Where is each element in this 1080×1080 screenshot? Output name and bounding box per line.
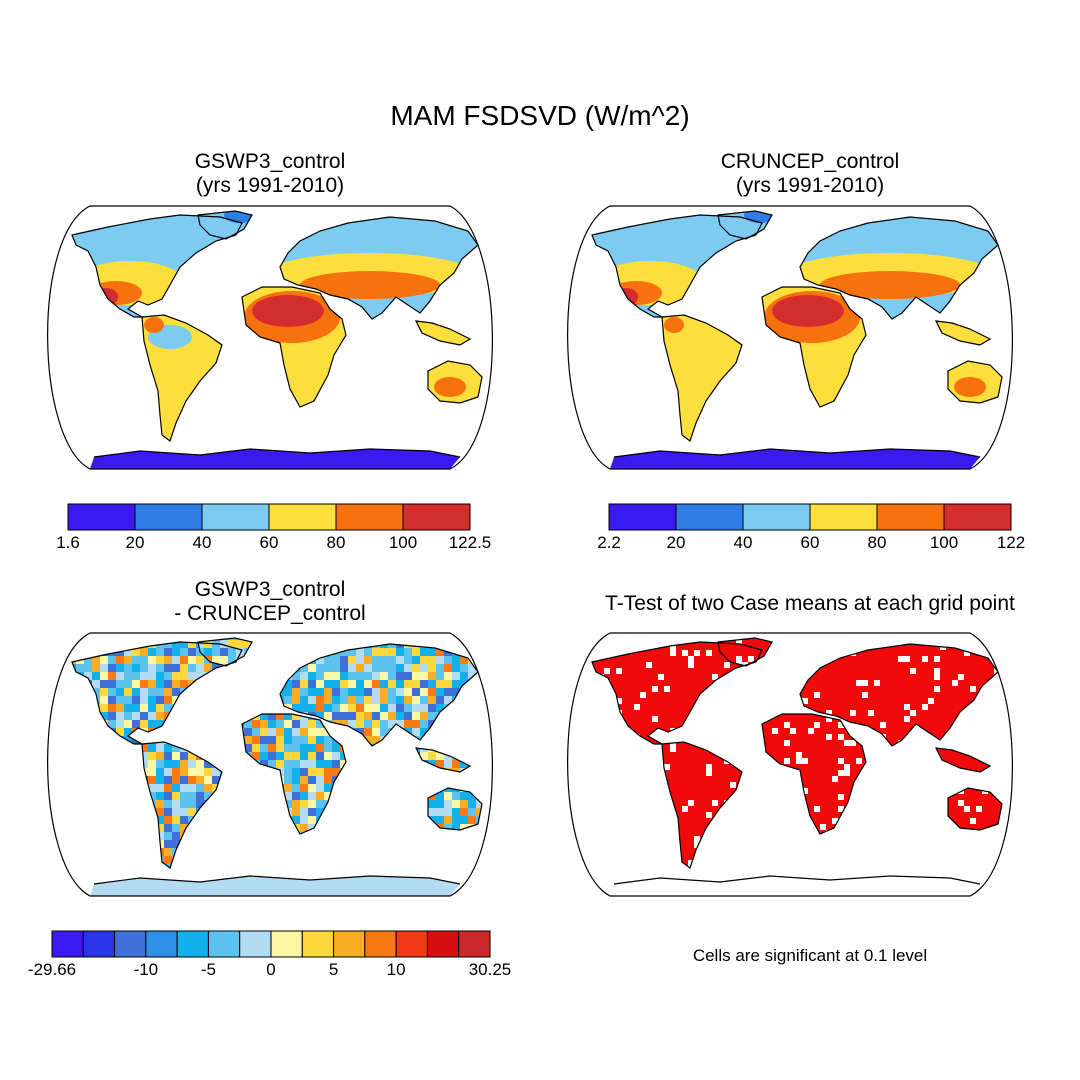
colorbar-swatch	[943, 503, 1012, 531]
colorbar-swatch	[176, 930, 209, 958]
colorbar-tick-label: 20	[126, 533, 145, 552]
colorbar-tick-label: 5	[329, 960, 338, 979]
colorbar-tick-label: 2.2	[597, 533, 621, 552]
coastline	[241, 713, 347, 835]
colorbar-tick-label: 30.25	[469, 960, 512, 979]
colorbar-tick-label: 60	[260, 533, 279, 552]
panel-title-ttest: T-Test of two Case means at each grid po…	[605, 592, 1015, 615]
colorbar-swatch	[608, 503, 677, 531]
coastline	[197, 210, 253, 240]
coastline	[141, 741, 223, 869]
panel-subtitle-gswp3: (yrs 1991-2010)	[195, 174, 345, 197]
coastline	[761, 286, 867, 408]
colorbar-cruncep: 2.2 20 40 60 80 100 122	[597, 503, 1025, 552]
coastline	[591, 214, 763, 318]
colorbar-tick-label: 100	[930, 533, 958, 552]
coastline	[799, 643, 999, 747]
page-title: MAM FSDSVD (W/m^2)	[390, 100, 690, 131]
map-cruncep	[567, 205, 1013, 470]
colorbar-swatch	[114, 930, 147, 958]
colorbar-tick-label: -29.66	[28, 960, 76, 979]
coastline	[761, 713, 867, 835]
coastline	[141, 314, 223, 442]
colorbar-tick-label: 122.5	[449, 533, 492, 552]
colorbar-swatch	[301, 930, 335, 958]
colorbar-swatch	[395, 930, 428, 958]
coastline	[241, 286, 347, 408]
coastline	[71, 641, 243, 745]
coastline	[414, 320, 472, 346]
panel-title-gswp3: GSWP3_control	[194, 150, 346, 173]
map-ttest	[567, 632, 1013, 897]
colorbar-swatch	[333, 930, 366, 958]
coastline	[947, 787, 1003, 831]
colorbar-tick-label: 80	[327, 533, 346, 552]
significance-note: Cells are significant at 0.1 level	[692, 946, 928, 965]
colorbar-gswp3: 1.6 20 40 60 80 100 122.5	[56, 503, 491, 552]
coastline	[279, 216, 479, 320]
colorbar-swatch	[82, 930, 116, 958]
colorbar-swatch	[809, 503, 878, 531]
colorbar-swatch	[364, 930, 397, 958]
coastline	[661, 314, 743, 442]
coastline	[934, 320, 992, 346]
colorbar-tick-label: 20	[667, 533, 686, 552]
coastline	[427, 360, 483, 404]
colorbar-swatch	[675, 503, 744, 531]
colorbar-tick-label: 40	[734, 533, 753, 552]
panel-title-difference: GSWP3_control	[194, 578, 346, 601]
colorbar-tick-label: 60	[801, 533, 820, 552]
colorbar-tick-label: 1.6	[56, 533, 80, 552]
map-gswp3	[47, 205, 493, 470]
colorbar-tick-label: -5	[201, 960, 216, 979]
colorbar-swatch	[268, 503, 337, 531]
panel-subtitle-cruncep: (yrs 1991-2010)	[735, 174, 885, 197]
colorbar-tick-label: 40	[193, 533, 212, 552]
colorbar-difference: -29.66 -10 -5 0 5 10 30.25	[28, 930, 511, 979]
colorbar-swatch	[67, 503, 136, 531]
colorbar-swatch	[742, 503, 811, 531]
coastline	[427, 787, 483, 831]
colorbar-tick-label: 80	[868, 533, 887, 552]
colorbar-swatch	[145, 930, 178, 958]
coastline	[717, 637, 773, 667]
colorbar-tick-label: 0	[266, 960, 275, 979]
colorbar-swatch	[134, 503, 203, 531]
colorbar-swatch	[426, 930, 460, 958]
coastline	[947, 360, 1003, 404]
coastline	[799, 216, 999, 320]
coastline	[414, 747, 472, 773]
coastline	[934, 747, 992, 773]
panel-subtitle-difference: - CRUNCEP_control	[174, 602, 366, 625]
colorbar-tick-label: 100	[389, 533, 417, 552]
map-frame	[47, 632, 493, 897]
map-difference	[47, 632, 493, 897]
map-frame	[567, 632, 1013, 897]
colorbar-tick-label: 122	[997, 533, 1025, 552]
colorbar-swatch	[239, 930, 272, 958]
coastline	[279, 643, 479, 747]
map-frame	[567, 205, 1013, 470]
map-frame	[47, 205, 493, 470]
colorbar-swatch	[201, 503, 270, 531]
colorbar-swatch	[458, 930, 491, 958]
colorbar-swatch	[402, 503, 471, 531]
coastline	[71, 214, 243, 318]
coastline	[717, 210, 773, 240]
colorbar-swatch	[876, 503, 945, 531]
colorbar-tick-label: -10	[134, 960, 159, 979]
coastline	[661, 741, 743, 869]
panel-title-cruncep: CRUNCEP_control	[720, 150, 900, 173]
colorbar-swatch	[270, 930, 303, 958]
colorbar-swatch	[207, 930, 241, 958]
coastline	[197, 637, 253, 667]
colorbar-swatch	[51, 930, 84, 958]
coastline	[591, 641, 763, 745]
colorbar-tick-label: 10	[387, 960, 406, 979]
colorbar-swatch	[335, 503, 404, 531]
